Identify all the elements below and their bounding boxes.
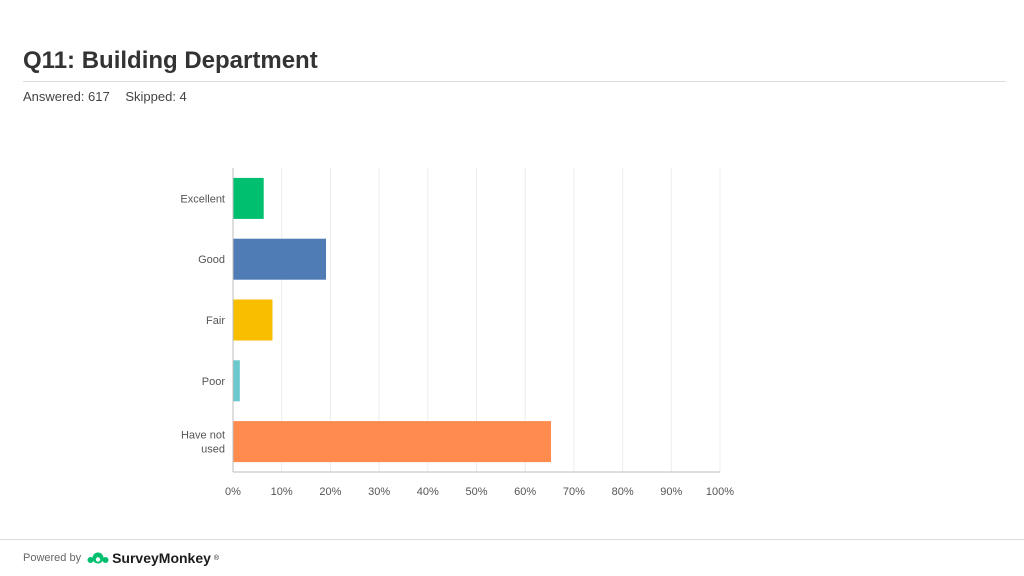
x-tick-label: 70% (563, 486, 585, 498)
brand-mark: ® (213, 554, 220, 562)
skipped-count: Skipped: 4 (125, 89, 187, 104)
x-tick-label: 50% (465, 486, 487, 498)
surveymonkey-icon (87, 552, 109, 564)
bar (233, 177, 264, 219)
x-tick-label: 100% (706, 486, 734, 498)
bar (233, 360, 240, 402)
powered-by-label: Powered by (23, 552, 82, 564)
bar (233, 299, 273, 341)
x-tick-label: 0% (225, 486, 241, 498)
x-tick-label: 20% (319, 486, 341, 498)
x-tick-label: 60% (514, 486, 536, 498)
x-tick-label: 80% (612, 486, 634, 498)
x-tick-label: 30% (368, 486, 390, 498)
x-tick-label: 10% (271, 486, 293, 498)
bar (233, 238, 327, 280)
surveymonkey-logo: SurveyMonkey ® (87, 550, 219, 566)
answered-count: Answered: 617 (23, 89, 110, 104)
brand-name: SurveyMonkey (112, 550, 211, 566)
footer: Powered by SurveyMonkey ® (23, 550, 219, 566)
x-tick-label: 90% (660, 486, 682, 498)
page-title: Q11: Building Department (23, 47, 318, 74)
bar (233, 421, 552, 463)
category-label: Poor (202, 376, 226, 388)
title-divider (23, 81, 1006, 82)
category-label: Fair (206, 315, 225, 327)
response-stats: Answered: 617 Skipped: 4 (23, 89, 199, 104)
category-label: Excellent (180, 193, 225, 205)
category-label: Good (198, 254, 225, 266)
footer-divider (0, 539, 1024, 540)
category-label: Have not used (181, 430, 225, 456)
x-tick-label: 40% (417, 486, 439, 498)
